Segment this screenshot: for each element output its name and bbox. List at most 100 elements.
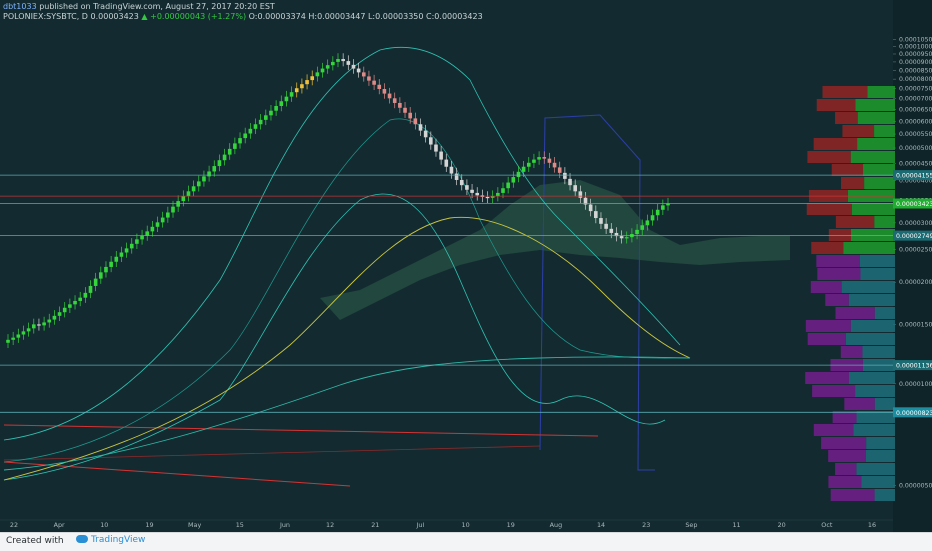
candle-body: [331, 61, 335, 66]
tradingview-brand: TradingView: [91, 535, 146, 545]
cloud-icon: [76, 535, 88, 543]
volume-bar: [806, 203, 852, 215]
volume-bar: [812, 385, 856, 397]
candle-body: [99, 272, 103, 279]
volume-bar: [807, 333, 846, 345]
x-tick-label: Apr: [54, 521, 65, 529]
candle-body: [392, 98, 397, 103]
candle-body: [465, 185, 469, 190]
created-with-label: Created with: [6, 536, 64, 546]
candle-body: [614, 232, 619, 237]
x-tick-label: 11: [732, 521, 740, 529]
candle-body: [217, 160, 222, 167]
candle-body: [557, 167, 562, 173]
time-axis[interactable]: 22 Apr 10 19 May 15 Jun 12 21 Jul 10 19 Aug 14 23 Sep 11…: [10, 521, 876, 529]
x-tick-label: Jul: [416, 521, 425, 529]
volume-bar: [862, 346, 895, 358]
price-label-text: 0.00003423: [896, 201, 932, 208]
candle-body: [83, 292, 88, 298]
trend-line: [3, 445, 541, 461]
published-text: published on TradingView.com, August 27,…: [39, 2, 275, 11]
volume-bar: [853, 424, 895, 436]
volume-bar: [816, 255, 860, 267]
volume-bar: [813, 424, 854, 436]
volume-bar: [835, 216, 875, 228]
volume-bar: [810, 281, 842, 293]
volume-bar: [874, 398, 895, 410]
author-link[interactable]: dbt1033: [3, 2, 37, 11]
candle-body: [506, 182, 510, 189]
candle-body: [16, 334, 21, 338]
volume-bar: [860, 268, 895, 280]
candle-body: [372, 80, 376, 85]
long-moving-average: [3, 356, 691, 471]
candle-body: [666, 203, 670, 206]
volume-bar: [805, 320, 851, 332]
candle-body: [171, 206, 175, 213]
candle-body: [284, 96, 289, 102]
candle-body: [93, 278, 98, 286]
volume-profile: [805, 86, 895, 501]
symbol-name[interactable]: POLONIEX:SYSBTC, D: [3, 12, 88, 21]
candle-body: [650, 215, 655, 221]
candle-body: [222, 154, 227, 161]
candle-body: [454, 173, 459, 180]
candle-body: [186, 191, 191, 197]
candle-body: [635, 229, 639, 234]
tradingview-logo[interactable]: TradingView: [76, 535, 145, 545]
candle-body: [305, 80, 309, 85]
x-tick-label: 14: [597, 521, 605, 529]
candle-body: [511, 177, 516, 183]
price-chart[interactable]: 0.000105000.000100000.000095000.00009000…: [0, 0, 932, 532]
volume-bar: [822, 86, 868, 98]
volume-bar: [811, 242, 844, 254]
price-label-box: [893, 230, 932, 241]
volume-bar: [828, 476, 862, 488]
candle-body: [310, 76, 315, 81]
x-tick-label: 10: [100, 521, 108, 529]
x-tick-label: May: [188, 521, 201, 529]
volume-bar: [848, 294, 895, 306]
publish-line: dbt1033 published on TradingView.com, Au…: [3, 2, 275, 11]
volume-bar: [866, 437, 895, 449]
x-tick-label: 12: [326, 521, 334, 529]
volume-bar: [835, 307, 875, 319]
price-axis[interactable]: 0.000105000.000100000.000095000.00009000…: [893, 36, 932, 489]
candle-body: [408, 112, 412, 119]
candle-body: [501, 188, 505, 193]
candle-body: [160, 217, 165, 223]
candle-body: [346, 61, 351, 65]
candle-body: [119, 252, 124, 257]
candle-body: [78, 297, 82, 301]
candle-body: [382, 89, 387, 94]
candle-body: [367, 76, 371, 81]
candle-body: [387, 93, 392, 99]
price-label-text: 0.00000823: [896, 410, 932, 417]
candle-body: [594, 211, 598, 219]
price-label-text: 0.00002749: [896, 233, 932, 240]
candle-body: [26, 328, 31, 332]
candle-body: [645, 220, 650, 226]
symbol-line: POLONIEX:SYSBTC, D 0.00003423 ▲ +0.00000…: [3, 12, 483, 21]
candle-body: [47, 319, 52, 323]
candle-body: [640, 225, 645, 230]
price-label-box: [893, 360, 932, 371]
candle-body: [6, 339, 10, 343]
candle-body: [253, 124, 258, 129]
volume-bar: [856, 463, 895, 475]
candle-body: [573, 185, 577, 192]
candle-body: [166, 212, 170, 218]
volume-bar: [844, 398, 875, 410]
candle-body: [341, 59, 345, 62]
candle-body: [129, 243, 134, 249]
candle-body: [356, 68, 361, 73]
candle-body: [62, 307, 67, 313]
x-tick-label: 15: [236, 521, 244, 529]
